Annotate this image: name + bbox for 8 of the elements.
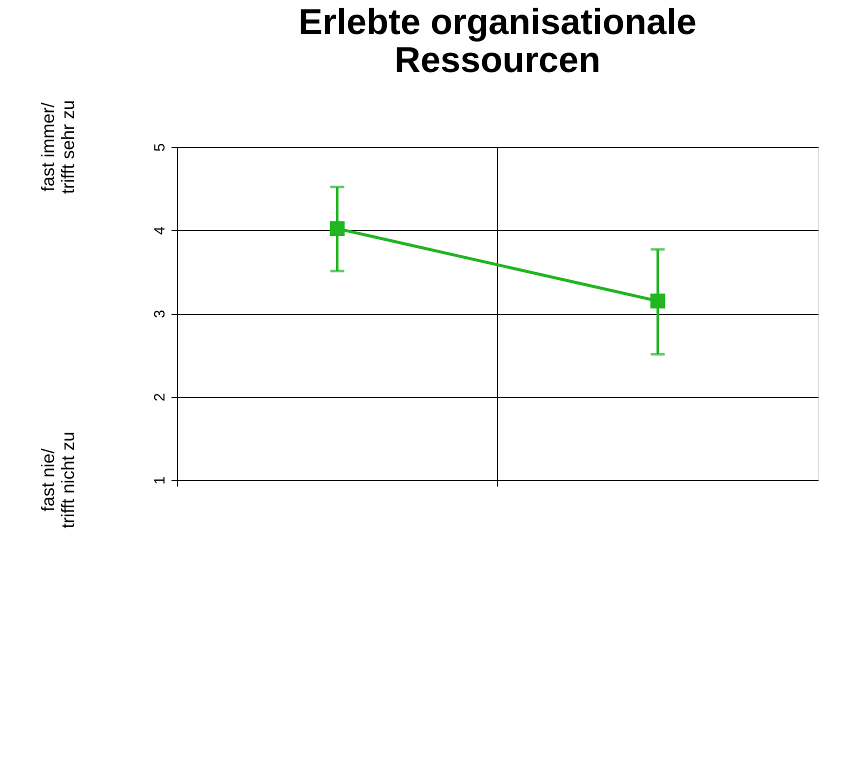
y-tick-label: 2	[152, 393, 168, 402]
y-tick-label: 1	[152, 476, 168, 485]
chart-title: Erlebte organisationale Ressourcen	[298, 1, 697, 80]
y-tick-label: 5	[152, 143, 168, 152]
y-tick-label: 3	[152, 310, 168, 318]
y-tick-label: 4	[152, 226, 168, 235]
text: fast nie/ trifft nicht zu	[38, 432, 78, 528]
text: fast immer/ trifft sehr zu	[38, 100, 78, 194]
